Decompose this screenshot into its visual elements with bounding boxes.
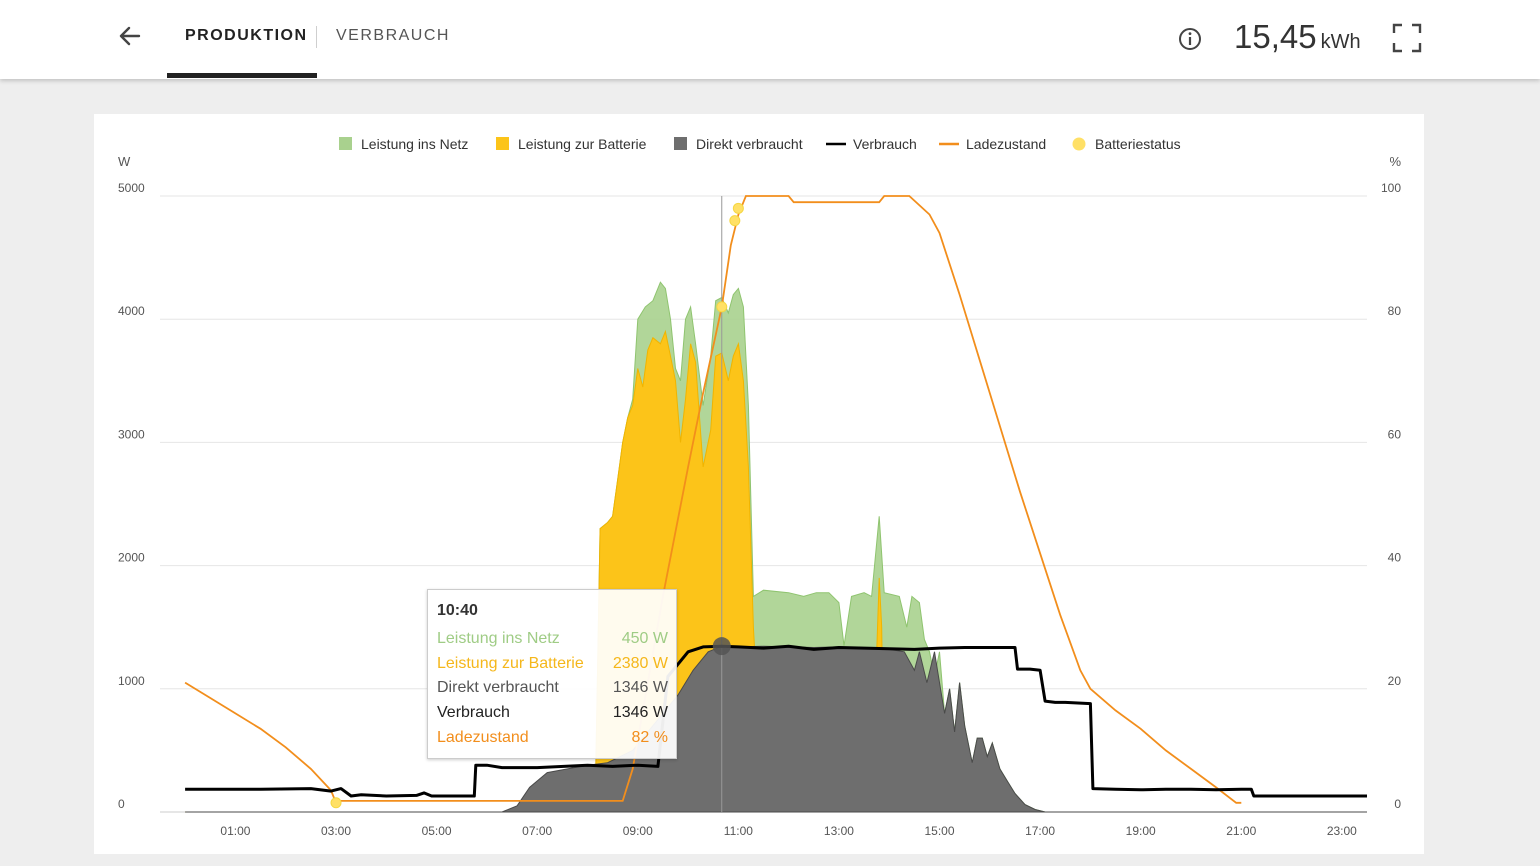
y-tick-left: 3000 [118, 427, 145, 441]
x-tick-label: 11:00 [724, 824, 753, 838]
legend-swatch-netz [339, 137, 352, 150]
tooltip-value: 1346 W [612, 679, 668, 696]
tooltip-row-netz: Leistung ins Netz 450 W [437, 630, 668, 652]
batteriestatus-point [716, 301, 728, 313]
tooltip-time: 10:40 [437, 602, 478, 619]
y-tick-right: 20 [1388, 674, 1402, 688]
tooltip-label: Direkt verbraucht [437, 679, 559, 696]
legend-label-verbrauch: Verbrauch [853, 136, 917, 152]
legend-label-ladezustand: Ladezustand [966, 136, 1046, 152]
x-tick-label: 19:00 [1126, 824, 1156, 838]
tab-produktion[interactable]: PRODUKTION [185, 27, 308, 44]
tooltip-label: Leistung ins Netz [437, 630, 560, 647]
tooltip-row-ladezustand: Ladezustand 82 % [437, 729, 668, 751]
total-unit: kWh [1320, 31, 1361, 53]
tooltip-label: Ladezustand [437, 729, 529, 746]
x-tick-label: 03:00 [321, 824, 351, 838]
x-tick-label: 05:00 [422, 824, 452, 838]
batteriestatus-point [330, 797, 342, 809]
info-icon[interactable] [1176, 25, 1204, 53]
fullscreen-icon[interactable] [1391, 22, 1423, 54]
right-axis-unit: % [1389, 154, 1401, 169]
tooltip-value: 82 % [631, 729, 668, 746]
y-tick-left: 2000 [118, 551, 145, 565]
y-tick-left: 4000 [118, 304, 145, 318]
tooltip-row-batterie: Leistung zur Batterie 2380 W [437, 655, 668, 677]
active-tab-indicator [167, 73, 317, 78]
left-axis-unit: W [118, 154, 131, 169]
x-tick-label: 07:00 [522, 824, 552, 838]
y-tick-left: 5000 [118, 181, 145, 195]
x-tick-label: 23:00 [1327, 824, 1357, 838]
tooltip-label: Leistung zur Batterie [437, 655, 584, 672]
tooltip-value: 1346 W [612, 704, 668, 721]
legend-label-batteriestatus: Batteriestatus [1095, 136, 1181, 152]
y-tick-left: 1000 [118, 674, 145, 688]
y-tick-right: 40 [1388, 551, 1402, 565]
batteriestatus-point [732, 202, 744, 214]
x-tick-label: 13:00 [824, 824, 854, 838]
tooltip-value: 2380 W [612, 655, 668, 672]
legend-label-netz: Leistung ins Netz [361, 136, 468, 152]
legend-label-batterie: Leistung zur Batterie [518, 136, 647, 152]
tooltip-label: Verbrauch [437, 704, 510, 721]
x-tick-label: 15:00 [925, 824, 955, 838]
y-tick-left: 0 [118, 797, 125, 811]
legend-swatch-batteriestatus [1072, 137, 1086, 151]
legend-swatch-direkt [674, 137, 687, 150]
y-tick-right: 100 [1381, 181, 1401, 195]
series-line-verbrauch [185, 644, 1367, 798]
tooltip-row-direkt: Direkt verbraucht 1346 W [437, 679, 668, 701]
top-bar: PRODUKTION VERBRAUCH 15,45 kWh [0, 0, 1540, 79]
x-tick-label: 09:00 [623, 824, 653, 838]
x-tick-label: 17:00 [1025, 824, 1055, 838]
chart-card: 0 1000 2000 3000 4000 5000 0 20 40 60 80 100 W% 01:00… [94, 114, 1424, 854]
hover-marker [712, 637, 731, 656]
arrow-left-icon[interactable] [116, 22, 144, 50]
y-tick-right: 80 [1388, 304, 1402, 318]
y-tick-right: 0 [1394, 797, 1401, 811]
legend-label-direkt: Direkt verbraucht [696, 136, 803, 152]
tab-verbrauch[interactable]: VERBRAUCH [336, 27, 450, 44]
series-area-direkt-verbraucht [185, 645, 1367, 813]
batteriestatus-point [729, 215, 741, 227]
x-tick-label: 01:00 [220, 824, 250, 838]
tooltip-row-verbrauch: Verbrauch 1346 W [437, 704, 668, 726]
y-tick-right: 60 [1388, 427, 1402, 441]
energy-chart: 0 1000 2000 3000 4000 5000 0 20 40 60 80 100 W % 01:00… [118, 136, 1402, 838]
tooltip-value: 450 W [621, 630, 668, 647]
legend-swatch-batterie [496, 137, 509, 150]
total-value: 15,45 [1234, 18, 1317, 55]
tab-divider [316, 26, 317, 48]
daily-total: 15,45 kWh [1234, 18, 1361, 56]
chart-tooltip: 10:40 Leistung ins Netz 450 W Leistung z… [427, 589, 677, 759]
x-tick-label: 21:00 [1226, 824, 1256, 838]
